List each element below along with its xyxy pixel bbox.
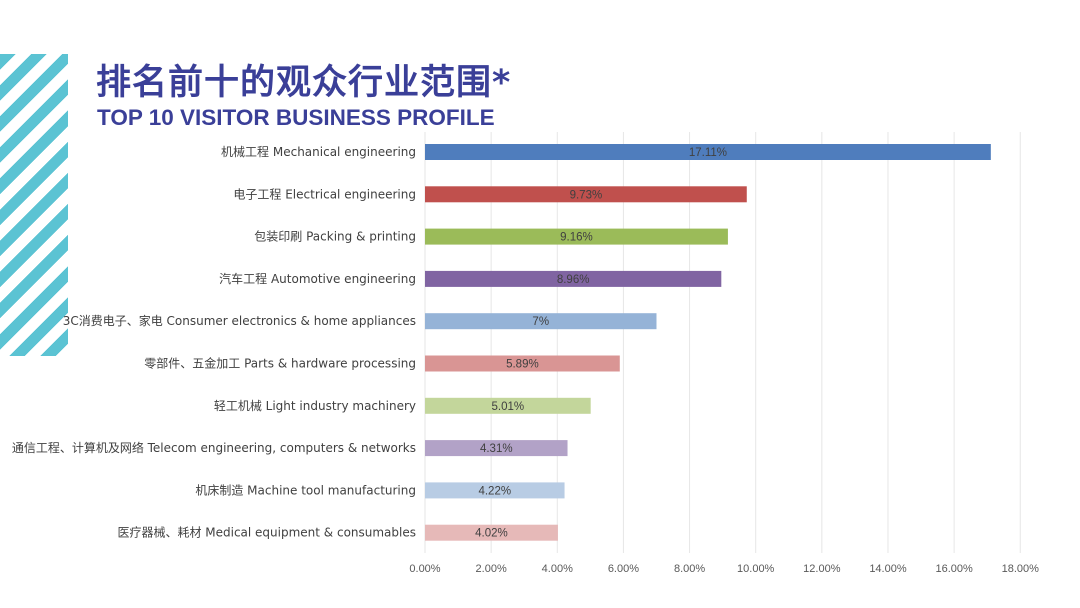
x-tick-label: 2.00% <box>476 563 507 575</box>
x-tick-label: 12.00% <box>803 563 841 575</box>
category-label: 3C消费电子、家电 Consumer electronics & home ap… <box>63 313 416 328</box>
bar <box>425 228 728 245</box>
data-label: 4.31% <box>480 443 513 455</box>
data-label: 17.11% <box>689 147 727 159</box>
category-label: 机械工程 Mechanical engineering <box>221 144 416 159</box>
category-label: 轻工机械 Light industry machinery <box>214 398 416 413</box>
bar <box>425 313 657 330</box>
x-tick-label: 0.00% <box>409 563 440 575</box>
page-title: 排名前十的观众行业范围* <box>96 63 512 103</box>
category-label: 医疗器械、耗材 Medical equipment & consumables <box>117 525 416 540</box>
x-tick-label: 10.00% <box>737 563 775 575</box>
data-label: 9.16% <box>560 232 593 244</box>
category-label: 零部件、五金加工 Parts & hardware processing <box>144 356 416 371</box>
data-label: 9.73% <box>570 189 603 201</box>
bar <box>425 482 565 499</box>
bar <box>425 355 620 372</box>
data-label: 4.22% <box>478 485 511 497</box>
category-label: 包装印刷 Packing & printing <box>254 230 416 244</box>
category-label: 机床制造 Machine tool manufacturing <box>195 483 416 497</box>
bar <box>425 186 747 203</box>
decorative-stripes <box>0 54 68 356</box>
bar <box>425 524 558 541</box>
data-label: 7% <box>532 316 549 328</box>
bar <box>425 270 722 287</box>
category-label: 通信工程、计算机及网络 Telecom engineering, compute… <box>12 440 416 455</box>
x-tick-label: 14.00% <box>869 563 907 575</box>
category-label: 电子工程 Electrical engineering <box>233 186 416 201</box>
bar <box>425 397 591 414</box>
x-tick-label: 16.00% <box>935 563 973 575</box>
x-tick-label: 6.00% <box>608 563 639 575</box>
data-label: 4.02% <box>475 528 508 540</box>
x-tick-label: 8.00% <box>674 563 705 575</box>
bar <box>425 440 568 457</box>
bar <box>425 144 991 160</box>
x-tick-label: 18.00% <box>1002 563 1040 575</box>
data-label: 5.89% <box>506 359 539 371</box>
data-label: 5.01% <box>492 401 525 413</box>
category-label: 汽车工程 Automotive engineering <box>219 271 416 286</box>
x-tick-label: 4.00% <box>542 563 573 575</box>
page-subtitle: TOP 10 VISITOR BUSINESS PROFILE <box>97 105 495 130</box>
data-label: 8.96% <box>557 274 590 286</box>
